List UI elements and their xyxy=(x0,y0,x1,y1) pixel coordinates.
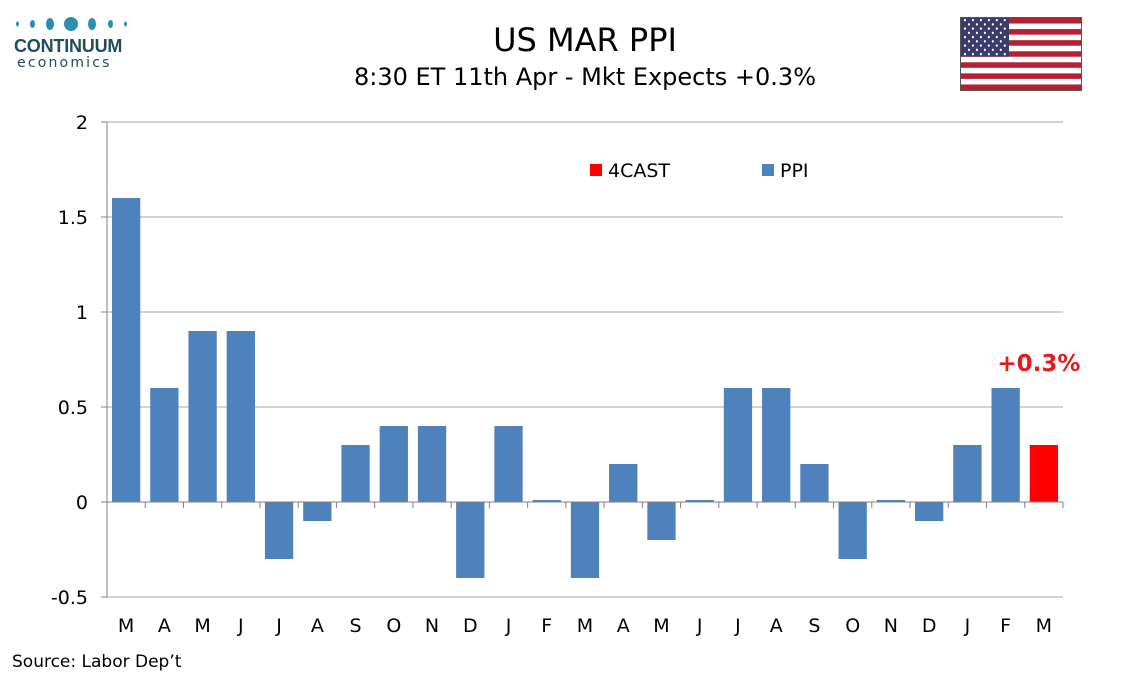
x-tick-label: N xyxy=(425,615,439,637)
ppi-bar xyxy=(609,464,638,502)
x-tick-label: J xyxy=(964,615,971,637)
x-tick-label: A xyxy=(770,615,783,637)
ppi-bar xyxy=(379,426,408,502)
ppi-bar xyxy=(111,198,141,502)
x-tick-label: M xyxy=(1036,615,1052,637)
ppi-bar xyxy=(762,388,791,502)
x-tick-label: J xyxy=(734,615,741,637)
ppi-bar xyxy=(456,502,485,578)
x-tick-label: M xyxy=(194,615,210,637)
x-tick-label: A xyxy=(617,615,630,637)
legend-label: PPI xyxy=(780,160,809,182)
ppi-bar xyxy=(303,502,332,521)
ppi-bar xyxy=(838,502,867,559)
y-tick-label: 0 xyxy=(76,492,88,514)
x-tick-label: D xyxy=(463,615,478,637)
page-title: US MAR PPI xyxy=(493,21,677,59)
ppi-bar xyxy=(723,388,753,502)
x-tick-label: S xyxy=(350,615,362,637)
x-tick-label: S xyxy=(808,615,820,637)
x-tick-label: M xyxy=(118,615,134,637)
x-tick-label: J xyxy=(696,615,703,637)
y-tick-label: 2 xyxy=(76,112,88,134)
source-note: Source: Labor Dep’t xyxy=(12,652,182,672)
page-subtitle: 8:30 ET 11th Apr - Mkt Expects +0.3% xyxy=(353,63,817,91)
logo-dots-icon xyxy=(14,14,134,34)
x-tick-label: N xyxy=(884,615,898,637)
x-tick-label: M xyxy=(577,615,593,637)
x-tick-label: J xyxy=(237,615,244,637)
ppi-bar xyxy=(226,331,255,502)
y-tick-label: 1.5 xyxy=(58,207,88,229)
ppi-bar xyxy=(991,388,1020,502)
legend-swatch xyxy=(762,164,774,176)
ppi-bar xyxy=(570,502,600,578)
ppi-bar xyxy=(876,500,906,502)
ppi-bar xyxy=(341,445,370,502)
y-tick-label: 1 xyxy=(76,302,88,324)
brand-sub: economics xyxy=(17,55,112,71)
ppi-bar xyxy=(647,502,676,540)
x-tick-label: A xyxy=(158,615,171,637)
x-tick-label: F xyxy=(1000,615,1011,637)
x-tick-label: J xyxy=(505,615,512,637)
ppi-bar xyxy=(685,500,714,502)
brand-name: CONTINUUM xyxy=(14,36,123,56)
x-tick-label: O xyxy=(845,615,860,637)
x-tick-label: F xyxy=(541,615,552,637)
us-flag-icon xyxy=(960,17,1082,91)
legend-label: 4CAST xyxy=(608,160,670,182)
ppi-bar xyxy=(494,426,523,502)
ppi-bar xyxy=(953,445,982,502)
ppi-bar xyxy=(188,331,217,502)
x-tick-label: O xyxy=(386,615,401,637)
ppi-bar xyxy=(800,464,829,502)
x-tick-label: J xyxy=(275,615,282,637)
ppi-bar xyxy=(915,502,944,521)
y-tick-label: -0.5 xyxy=(51,587,88,609)
legend-swatch xyxy=(590,164,602,176)
ppi-bar xyxy=(264,502,294,559)
brand-logo: CONTINUUM economics xyxy=(14,14,134,70)
x-tick-label: A xyxy=(311,615,324,637)
x-tick-label: M xyxy=(653,615,669,637)
ppi-bar xyxy=(150,388,179,502)
x-tick-label: D xyxy=(922,615,937,637)
y-tick-label: 0.5 xyxy=(58,397,88,419)
forecast-annotation: +0.3% xyxy=(997,351,1080,377)
ppi-bar xyxy=(417,426,447,502)
forecast-bar xyxy=(1029,445,1059,502)
ppi-bar xyxy=(532,500,561,502)
